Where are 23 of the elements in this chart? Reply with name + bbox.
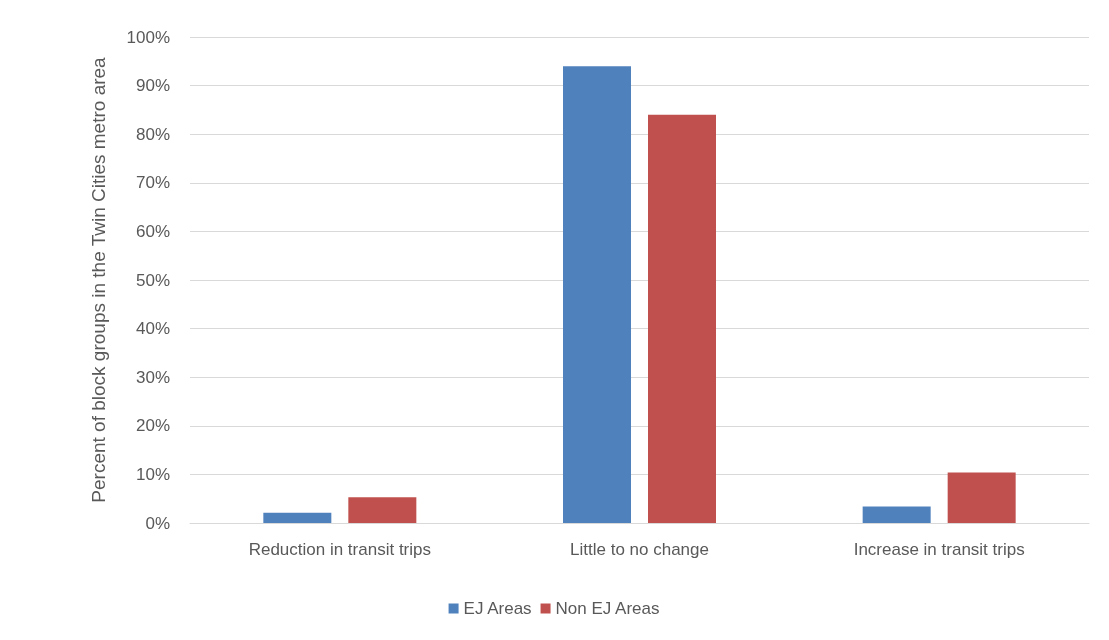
y-tick-label: 20% — [135, 416, 170, 436]
bar — [563, 66, 631, 523]
x-tick-label: Little to no change — [570, 540, 709, 559]
y-axis-title: Percent of block groups in the Twin Cities metro area — [87, 56, 109, 503]
y-tick-label: 50% — [135, 270, 170, 290]
legend-label: Non EJ Areas — [555, 599, 660, 618]
y-tick-label: 10% — [135, 464, 170, 484]
y-tick-label: 70% — [135, 173, 170, 193]
y-tick-label: 80% — [135, 124, 170, 144]
y-tick-label: 100% — [126, 27, 170, 47]
legend-label: EJ Areas — [463, 599, 532, 618]
y-tick-label: 60% — [135, 221, 170, 241]
y-tick-label: 30% — [135, 367, 170, 387]
y-tick-label: 90% — [135, 76, 170, 96]
x-tick-label: Increase in transit trips — [853, 540, 1025, 559]
bar — [648, 114, 716, 523]
x-tick-label: Reduction in transit trips — [248, 540, 432, 559]
bar — [947, 472, 1016, 523]
bar — [348, 497, 417, 523]
bar — [862, 506, 931, 523]
y-tick-label: 0% — [145, 513, 170, 533]
y-tick-label: 40% — [135, 319, 170, 339]
bar — [263, 512, 332, 523]
